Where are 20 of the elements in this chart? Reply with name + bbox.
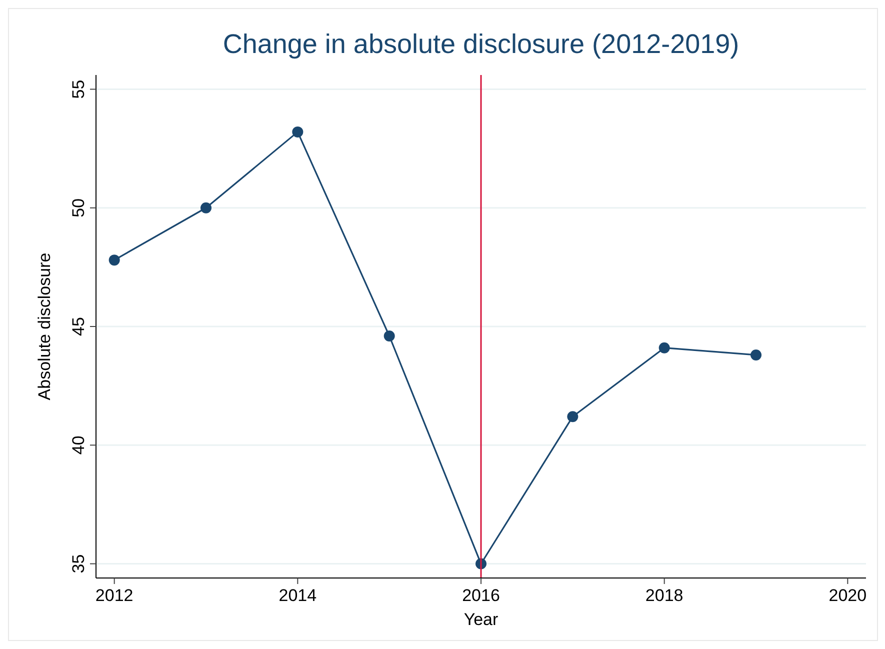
point [567,411,578,422]
y-tick-label: 40 [69,436,88,455]
point [750,349,762,360]
x-tick-label: 2012 [95,586,134,605]
x-tick-label: 2014 [278,586,317,605]
chart-title: Change in absolute disclosure (2012-2019) [222,29,740,59]
y-tick-label: 55 [69,80,88,99]
x-tick-label: 2020 [828,586,867,605]
point [384,330,395,342]
x-tick-label: 2016 [462,586,500,605]
point [200,202,212,214]
x-tick-label: 2018 [645,586,684,605]
y-axis-title: Absolute disclosure [35,252,54,400]
point [108,254,120,266]
x-axis-title: Year [464,610,499,629]
y-tick-label: 50 [69,198,88,218]
point [292,126,304,138]
y-tick-label: 35 [69,554,88,574]
y-tick-label: 45 [69,317,88,336]
point [658,342,670,354]
